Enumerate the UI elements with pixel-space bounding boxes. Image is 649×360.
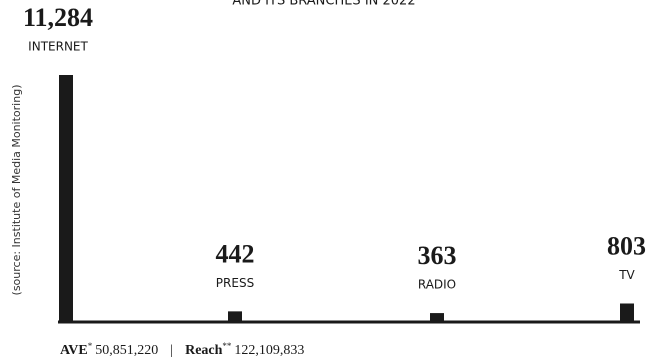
bar <box>228 311 242 321</box>
ave-label: AVE <box>60 343 88 358</box>
reach-value: 122,109,833 <box>234 343 304 358</box>
category-label: RADIO <box>418 278 456 292</box>
separator: | <box>170 343 173 358</box>
ave-value: 50,851,220 <box>95 343 158 358</box>
bar <box>430 313 444 321</box>
category-label: INTERNET <box>28 40 88 54</box>
category-label: PRESS <box>216 276 254 290</box>
value-label: 363 <box>418 241 457 270</box>
category-label: TV <box>618 268 635 282</box>
reach-mark: ** <box>222 341 232 351</box>
ave-mark: * <box>88 341 93 351</box>
source: (source: Institute of Media Monitoring) <box>10 85 23 296</box>
footer: AVE* 50,851,220 | Reach** 122,109,833 <box>60 341 304 358</box>
reach-label: Reach <box>185 343 223 358</box>
value-label: 803 <box>607 231 646 260</box>
chart-title: AND ITS BRANCHES IN 2022 <box>232 0 415 9</box>
bar <box>59 75 73 321</box>
bar <box>620 303 634 321</box>
value-label: 11,284 <box>23 3 93 32</box>
value-label: 442 <box>216 239 255 268</box>
